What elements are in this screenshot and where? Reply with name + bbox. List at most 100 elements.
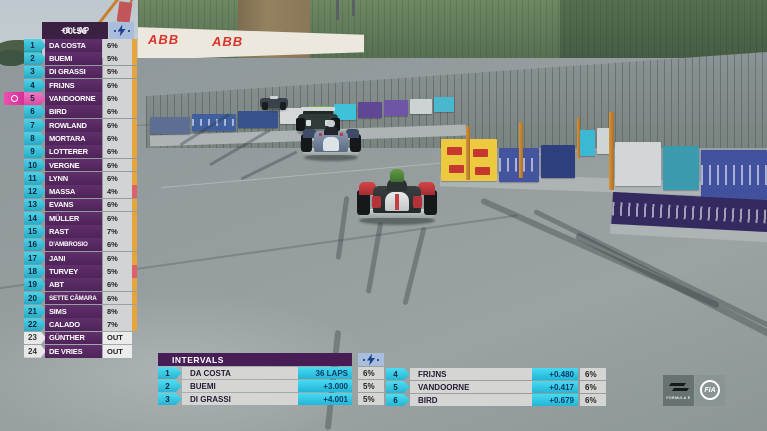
ad-board	[384, 100, 408, 116]
position-number: 5	[24, 92, 46, 105]
position-number: 5	[386, 381, 410, 393]
driver-name: BIRD	[410, 394, 532, 406]
crane-mast	[352, 0, 355, 16]
position-number: 11	[24, 171, 46, 185]
energy-value: 6%	[103, 39, 132, 52]
energy-value: 6%	[103, 78, 132, 92]
position-number: 1	[24, 39, 46, 52]
energy-value: 5%	[358, 393, 384, 405]
energy-stripe	[132, 52, 137, 66]
leaderboard-row: 3 DI GRASSI 5%	[24, 65, 164, 79]
driver-name: DE VRIES	[45, 344, 102, 358]
ad-board	[358, 102, 382, 118]
formula-e-logo: FORMULA E	[663, 375, 694, 406]
interval-gap: +0.679	[532, 394, 578, 406]
fence-post	[519, 122, 523, 178]
energy-value: 6%	[103, 118, 132, 132]
formula-e-label: FORMULA E	[666, 396, 691, 400]
ad-board	[150, 117, 190, 134]
crane-cab	[116, 1, 133, 23]
energy-value: 6%	[103, 92, 132, 105]
position-number: 16	[24, 238, 46, 252]
driver-name: DI GRASSI	[182, 393, 298, 405]
ad-board	[577, 130, 595, 156]
ad-board	[701, 150, 767, 200]
formula-e-icon	[668, 383, 687, 386]
position-number: 20	[24, 291, 46, 305]
energy-stripe	[132, 345, 137, 358]
abb-logo: ABB	[212, 34, 244, 49]
energy-stripe	[132, 92, 137, 105]
interval-gap: +0.480	[532, 368, 578, 380]
energy-stripe	[132, 251, 137, 265]
energy-value: 7%	[103, 225, 132, 238]
position-number: 22	[24, 318, 46, 332]
bolt-dot	[113, 29, 116, 32]
energy-stripe	[132, 145, 137, 159]
energy-value: 6%	[103, 251, 132, 265]
attack-mode-header	[358, 353, 384, 366]
position-number: 3	[24, 65, 46, 79]
energy-stripe	[132, 198, 137, 212]
energy-stripe	[132, 265, 137, 278]
energy-value: 6%	[580, 381, 606, 393]
driver-name: DA COSTA	[45, 39, 102, 52]
energy-value: 6%	[580, 394, 606, 406]
driver-name: EVANS	[45, 198, 102, 212]
intervals-header: INTERVALS	[158, 353, 618, 366]
position-number: 4	[24, 78, 46, 92]
intervals-panel: INTERVALS 1 DA COSTA 36 LAPS 6% 2 BUEMI +3.000…	[158, 353, 618, 406]
position-number: 15	[24, 225, 46, 238]
driver-name: RAST	[45, 225, 102, 238]
leaderboard-row: 14 MÜLLER 6%	[24, 211, 164, 225]
interval-row: 4 FRIJNS +0.480 6%	[386, 368, 606, 380]
ad-board	[334, 104, 356, 120]
leaderboard-row: 20 SETTE CÂMARA 6%	[24, 291, 164, 305]
energy-value: 6%	[580, 368, 606, 380]
energy-stripe	[132, 78, 137, 92]
energy-value: 6%	[103, 145, 132, 159]
position-number: 23	[24, 331, 46, 345]
race-car	[260, 94, 288, 112]
ad-board	[615, 142, 661, 186]
energy-stripe	[132, 39, 137, 52]
energy-value: 6%	[103, 291, 132, 305]
leaderboard-header: 00:56 +1 LAP	[42, 22, 164, 39]
energy-value: 8%	[103, 304, 132, 318]
driver-name: CALADO	[45, 318, 102, 332]
driver-name: LYNN	[45, 171, 102, 185]
position-number: 21	[24, 304, 46, 318]
leaderboard-row: 13 EVANS 6%	[24, 198, 164, 212]
abb-logo: ABB	[148, 32, 180, 47]
fia-circle-icon: FIA	[700, 380, 720, 400]
leaderboard-row: 22 CALADO 7%	[24, 318, 164, 332]
driver-name: MASSA	[45, 185, 102, 199]
position-number: 12	[24, 185, 46, 199]
bolt-dot	[127, 29, 130, 32]
position-number: 2	[158, 380, 182, 392]
energy-stripe	[132, 278, 137, 292]
interval-row: 6 BIRD +0.679 6%	[386, 394, 606, 406]
position-number: 1	[158, 367, 182, 379]
leaderboard-row: 11 LYNN 6%	[24, 171, 164, 185]
leaderboard-row: 10 VERGNE 6%	[24, 158, 164, 172]
energy-value: OUT	[103, 331, 132, 345]
driver-name: SIMS	[45, 304, 102, 318]
leaderboard-row: 5 VANDOORNE 6%	[4, 92, 164, 105]
interval-gap: +0.417	[532, 381, 578, 393]
ad-board	[192, 114, 236, 131]
leaderboard-row: 19 ABT 6%	[24, 278, 164, 292]
leaderboard-row: 6 BIRD 6%	[24, 105, 164, 119]
race-car-leader	[357, 168, 437, 226]
energy-stripe	[132, 318, 137, 332]
leaderboard-row: 1 DA COSTA 6%	[24, 39, 164, 52]
driver-name: MORTARA	[45, 132, 102, 145]
intervals-right: 4 FRIJNS +0.480 6% 5 VANDOORNE +0.417 6% 6 BIRD +0…	[386, 368, 606, 407]
position-number: 19	[24, 278, 46, 292]
energy-stripe	[132, 171, 137, 185]
leaderboard-row: 8 MORTARA 6%	[24, 132, 164, 145]
energy-stripe	[132, 65, 137, 79]
ad-board	[410, 99, 432, 114]
energy-value: 6%	[103, 132, 132, 145]
fence-post	[577, 118, 580, 158]
